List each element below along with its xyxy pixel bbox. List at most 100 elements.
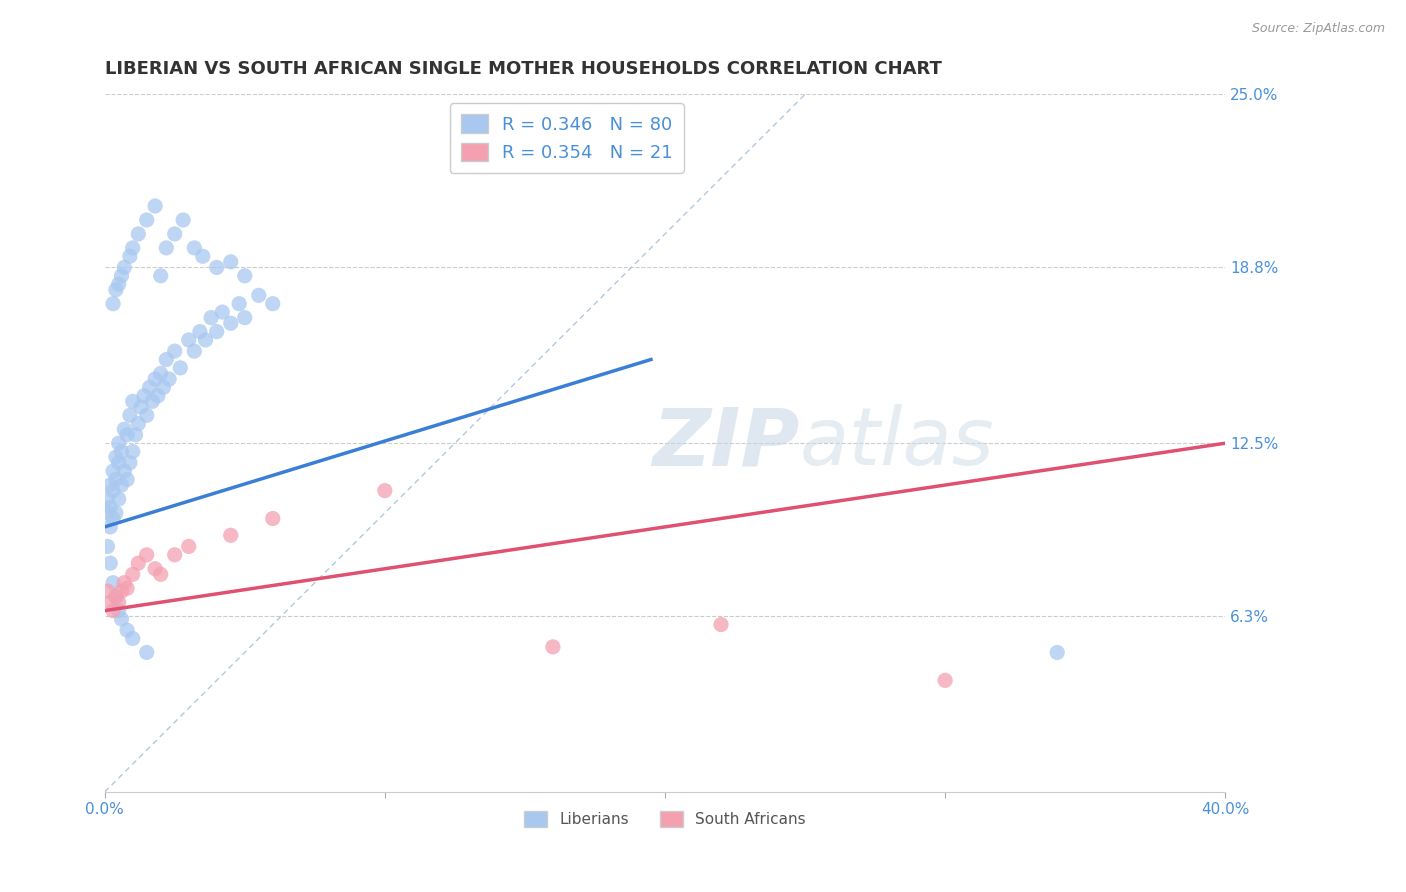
Point	[101, 296, 124, 310]
Point	[115, 623, 138, 637]
Point	[141, 394, 163, 409]
Point	[101, 604, 124, 618]
Point	[127, 556, 149, 570]
Point	[110, 584, 132, 599]
Point	[107, 604, 129, 618]
Point	[143, 372, 166, 386]
Point	[96, 584, 118, 599]
Point	[233, 310, 256, 325]
Point	[188, 325, 211, 339]
Point	[135, 213, 157, 227]
Point	[200, 310, 222, 325]
Point	[219, 316, 242, 330]
Point	[121, 394, 143, 409]
Point	[115, 473, 138, 487]
Point	[191, 249, 214, 263]
Point	[110, 268, 132, 283]
Point	[149, 268, 172, 283]
Point	[107, 456, 129, 470]
Point	[107, 595, 129, 609]
Point	[169, 360, 191, 375]
Point	[138, 380, 160, 394]
Point	[157, 372, 180, 386]
Point	[247, 288, 270, 302]
Point	[143, 199, 166, 213]
Point	[127, 227, 149, 241]
Point	[98, 500, 121, 515]
Point	[262, 296, 284, 310]
Point	[374, 483, 396, 498]
Point	[233, 268, 256, 283]
Point	[121, 567, 143, 582]
Point	[98, 478, 121, 492]
Point	[101, 575, 124, 590]
Point	[149, 367, 172, 381]
Point	[112, 575, 135, 590]
Text: atlas: atlas	[800, 404, 994, 483]
Text: ZIP: ZIP	[652, 404, 800, 483]
Point	[124, 427, 146, 442]
Point	[163, 227, 186, 241]
Point	[101, 483, 124, 498]
Point	[110, 478, 132, 492]
Point	[155, 241, 177, 255]
Point	[104, 473, 127, 487]
Point	[98, 595, 121, 609]
Point	[1046, 645, 1069, 659]
Point	[104, 506, 127, 520]
Point	[118, 456, 141, 470]
Point	[262, 511, 284, 525]
Point	[163, 344, 186, 359]
Point	[135, 645, 157, 659]
Point	[118, 409, 141, 423]
Point	[104, 590, 127, 604]
Point	[211, 305, 233, 319]
Point	[127, 417, 149, 431]
Point	[112, 422, 135, 436]
Point	[135, 548, 157, 562]
Point	[118, 249, 141, 263]
Point	[155, 352, 177, 367]
Point	[121, 632, 143, 646]
Point	[115, 427, 138, 442]
Point	[96, 506, 118, 520]
Point	[183, 344, 205, 359]
Point	[112, 464, 135, 478]
Text: LIBERIAN VS SOUTH AFRICAN SINGLE MOTHER HOUSEHOLDS CORRELATION CHART: LIBERIAN VS SOUTH AFRICAN SINGLE MOTHER …	[104, 60, 942, 78]
Point	[121, 241, 143, 255]
Point	[710, 617, 733, 632]
Point	[96, 491, 118, 506]
Point	[104, 590, 127, 604]
Point	[115, 582, 138, 596]
Point	[96, 540, 118, 554]
Point	[129, 400, 152, 414]
Point	[146, 389, 169, 403]
Legend: Liberians, South Africans: Liberians, South Africans	[519, 805, 811, 833]
Point	[177, 333, 200, 347]
Point	[110, 612, 132, 626]
Point	[104, 283, 127, 297]
Point	[934, 673, 956, 688]
Point	[132, 389, 155, 403]
Point	[177, 540, 200, 554]
Point	[152, 380, 174, 394]
Point	[172, 213, 194, 227]
Point	[104, 450, 127, 464]
Point	[194, 333, 217, 347]
Point	[163, 548, 186, 562]
Point	[228, 296, 250, 310]
Point	[205, 325, 228, 339]
Point	[121, 444, 143, 458]
Text: Source: ZipAtlas.com: Source: ZipAtlas.com	[1251, 22, 1385, 36]
Point	[143, 562, 166, 576]
Point	[183, 241, 205, 255]
Point	[107, 491, 129, 506]
Point	[107, 436, 129, 450]
Point	[110, 444, 132, 458]
Point	[98, 520, 121, 534]
Point	[112, 260, 135, 275]
Point	[541, 640, 564, 654]
Point	[135, 409, 157, 423]
Point	[205, 260, 228, 275]
Point	[107, 277, 129, 292]
